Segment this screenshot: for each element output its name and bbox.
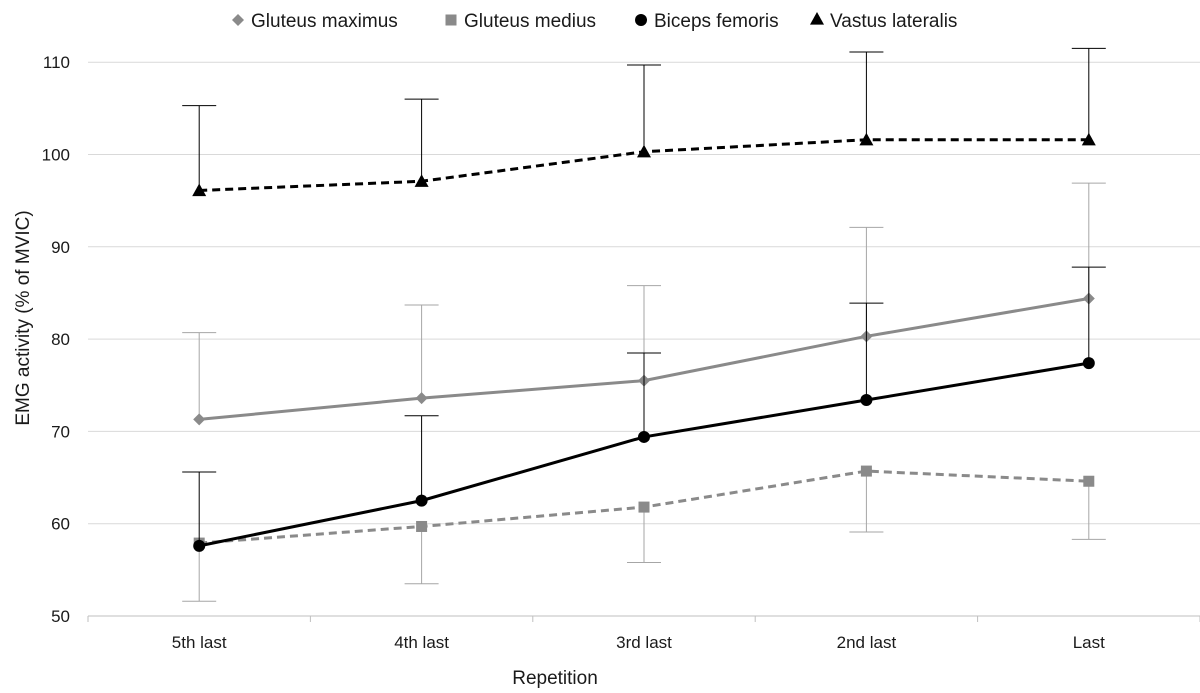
data-point <box>638 501 650 513</box>
axes: 50 60 70 80 90 100 110 5th last 4th last 3rd last… <box>42 53 1200 652</box>
data-point <box>192 183 207 197</box>
data-point <box>1083 475 1095 487</box>
y-tick-label: 60 <box>51 515 70 534</box>
data-point <box>414 174 429 187</box>
legend-label: Biceps femoris <box>654 11 779 32</box>
legend-label: Gluteus medius <box>464 11 596 32</box>
y-tick-label: 80 <box>51 330 70 349</box>
series-gluteus-medius <box>182 465 1106 602</box>
legend-entry: Gluteus maximus <box>232 11 398 32</box>
legend-marker <box>635 14 647 26</box>
data-point <box>859 132 874 146</box>
y-tick-label: 50 <box>51 607 70 626</box>
x-tick-label: 5th last <box>172 633 227 652</box>
data-point <box>860 465 872 477</box>
legend-marker <box>445 14 457 26</box>
series-group <box>182 47 1106 602</box>
data-point <box>860 394 873 407</box>
legend-entry: Vastus lateralis <box>810 11 957 32</box>
legend-entry: Gluteus medius <box>445 11 596 32</box>
x-tick-label: 4th last <box>394 633 449 652</box>
data-point <box>638 430 650 443</box>
data-point <box>193 539 206 552</box>
data-point <box>193 413 206 426</box>
data-point <box>415 392 428 405</box>
legend-label: Gluteus maximus <box>251 11 398 32</box>
series-biceps-femoris <box>182 266 1106 552</box>
data-point <box>637 144 651 158</box>
x-tick-label: 2nd last <box>837 633 897 652</box>
x-tick-label: Last <box>1073 633 1105 652</box>
legend: Gluteus maximus Gluteus medius Biceps femo… <box>232 11 957 32</box>
data-point <box>1081 132 1096 146</box>
data-point <box>1082 357 1095 370</box>
x-axis-title: Repetition <box>512 668 598 689</box>
legend-marker <box>810 12 824 25</box>
data-point <box>415 494 428 507</box>
y-tick-label: 70 <box>51 422 70 441</box>
y-tick-label: 110 <box>43 53 70 72</box>
legend-marker <box>232 14 244 26</box>
legend-entry: Biceps femoris <box>635 11 779 32</box>
x-tick-label: 3rd last <box>616 633 672 652</box>
series-vastus-lateralis <box>182 47 1106 197</box>
y-axis-title: EMG activity (% of MVIC) <box>13 210 34 425</box>
y-tick-label: 90 <box>51 238 70 257</box>
legend-label: Vastus lateralis <box>830 11 957 32</box>
data-point <box>416 520 428 532</box>
y-tick-label: 100 <box>42 146 70 165</box>
